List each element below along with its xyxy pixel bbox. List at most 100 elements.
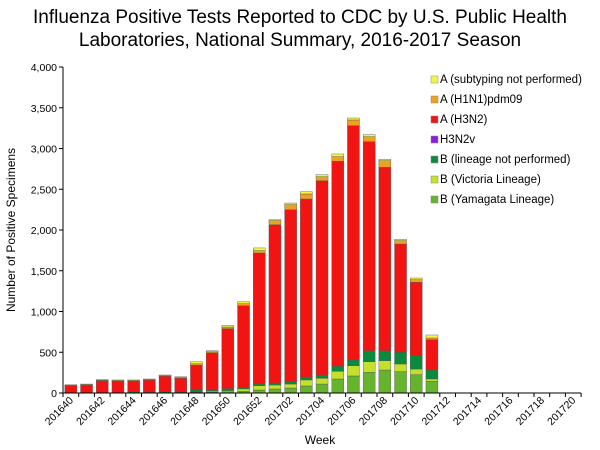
bar-segment-201709-s5 (394, 240, 407, 245)
x-tick-label-201710: 201710 (388, 395, 421, 428)
bar-segment-201702-s6 (284, 202, 297, 205)
bar-segment-201701-s1 (268, 384, 282, 390)
bar-segment-201701-s6 (268, 219, 282, 221)
bar-segment-201706-s4 (347, 125, 360, 361)
bar-segment-201705-s5 (331, 156, 344, 162)
legend-swatch (430, 135, 439, 144)
bar-segment-201710-s2 (410, 355, 423, 370)
chart-title: Influenza Positive Tests Reported to CDC… (0, 6, 600, 52)
bar-segment-201710-s1 (410, 368, 423, 375)
bar-segment-201705-s2 (331, 366, 344, 372)
bar-segment-201710-s4 (410, 282, 423, 356)
bar-segment-201704-s1 (315, 378, 329, 385)
bar-segment-201649-s6 (205, 350, 219, 352)
x-tick-label-201644: 201644 (106, 395, 139, 428)
bar-segment-201651-s4 (237, 305, 250, 388)
bar-segment-201709-s4 (394, 243, 407, 353)
bar-segment-201703-s2 (300, 376, 313, 381)
bar-segment-201701-s4 (268, 224, 282, 384)
x-tick-label-201648: 201648 (168, 395, 201, 428)
x-tick-label-201704: 201704 (294, 395, 327, 428)
legend-label: A (H3N2) (440, 114, 487, 126)
bar-segment-201711-s0 (425, 381, 439, 394)
bar-segment-201708-s6 (378, 159, 392, 161)
bar-segment-201641-s6 (80, 383, 93, 385)
bar-segment-201708-s2 (378, 350, 392, 361)
x-tick-label-201706: 201706 (325, 395, 358, 428)
bar-segment-201708-s5 (378, 160, 392, 168)
bar-segment-201702-s4 (284, 209, 297, 382)
bar-segment-201642-s4 (96, 380, 109, 393)
bar-segment-201705-s6 (331, 153, 344, 157)
bar-segment-201706-s2 (347, 359, 360, 366)
y-tick-label: 3,000 (31, 144, 57, 156)
y-tick-label: 0 (51, 388, 57, 400)
bar-segment-201708-s0 (378, 369, 392, 394)
bar-segment-201706-s0 (347, 375, 360, 394)
bar-segment-201710-s5 (410, 279, 423, 283)
bar-segment-201703-s5 (300, 193, 313, 200)
legend-label: A (subtyping not performed) (440, 74, 582, 86)
x-tick-label-201720: 201720 (545, 395, 578, 428)
bar-segment-201647-s6 (174, 376, 187, 378)
bar-segment-201645-s6 (143, 378, 156, 380)
y-tick-label: 1,500 (31, 266, 57, 278)
legend-label: B (Victoria Lineage) (440, 174, 541, 186)
bar-segment-201651-s1 (237, 388, 250, 392)
bar-segment-201650-s2 (221, 388, 235, 391)
bar-segment-201652-s6 (253, 247, 266, 251)
bar-segment-201705-s1 (331, 371, 344, 380)
bar-segment-201704-s6 (315, 174, 329, 177)
bar-segment-201646-s6 (158, 374, 172, 376)
x-axis-label: Week (305, 433, 336, 447)
bar-segment-201701-s5 (268, 220, 282, 225)
bar-segment-201701-s0 (268, 388, 282, 394)
bar-segment-201707-s2 (362, 350, 376, 362)
bar-segment-201704-s5 (315, 176, 329, 181)
bar-segment-201649-s4 (205, 352, 219, 391)
bar-segment-201707-s4 (362, 141, 376, 351)
bar-segment-201707-s1 (362, 361, 376, 373)
legend-swatch (430, 115, 439, 124)
bar-segment-201703-s4 (300, 198, 313, 378)
bar-segment-201711-s5 (425, 337, 439, 340)
bar-segment-201648-s6 (190, 361, 203, 364)
bar-segment-201704-s2 (315, 374, 329, 379)
bar-segment-201705-s0 (331, 378, 344, 394)
legend-label: A (H1N1)pdm09 (440, 94, 522, 106)
bar-segment-201709-s6 (394, 239, 407, 241)
x-tick-label-201652: 201652 (231, 395, 264, 428)
bar-segment-201703-s1 (300, 379, 313, 387)
bar-segment-201711-s6 (425, 334, 439, 339)
bar-segment-201641-s4 (80, 384, 93, 393)
bar-segment-201644-s4 (127, 380, 140, 392)
bar-segment-201652-s1 (253, 385, 266, 391)
legend-swatch (430, 155, 439, 164)
y-axis-label: Number of Positive Specimens (4, 148, 18, 312)
bar-segment-201705-s4 (331, 161, 344, 367)
x-tick-label-201640: 201640 (43, 395, 76, 428)
bar-segment-201644-s6 (127, 379, 140, 381)
bar-segment-201711-s1 (425, 378, 439, 382)
bar-segment-201710-s6 (410, 277, 423, 280)
bar-segment-201652-s5 (253, 250, 266, 254)
bar-segment-201703-s6 (300, 191, 313, 195)
bar-segment-201651-s6 (237, 301, 250, 304)
bar-segment-201646-s4 (158, 376, 172, 392)
y-tick-label: 2,000 (31, 225, 57, 237)
bar-segment-201651-s2 (237, 387, 250, 390)
legend-label: H3N2v (440, 134, 475, 146)
bar-segment-201650-s6 (221, 325, 235, 328)
bar-segment-201707-s0 (362, 372, 376, 394)
bar-segment-201647-s4 (174, 378, 187, 393)
bar-segment-201711-s2 (425, 369, 439, 380)
bar-segment-201651-s5 (237, 303, 250, 306)
bar-segment-201701-s2 (268, 382, 282, 386)
y-tick-label: 3,500 (31, 103, 57, 115)
x-tick-label-201650: 201650 (200, 395, 233, 428)
bar-segment-201650-s5 (221, 326, 235, 329)
bar-segment-201708-s4 (378, 167, 392, 351)
bar-segment-201643-s4 (111, 380, 125, 393)
y-tick-label: 4,000 (31, 62, 57, 74)
bar-segment-201706-s5 (347, 119, 360, 126)
